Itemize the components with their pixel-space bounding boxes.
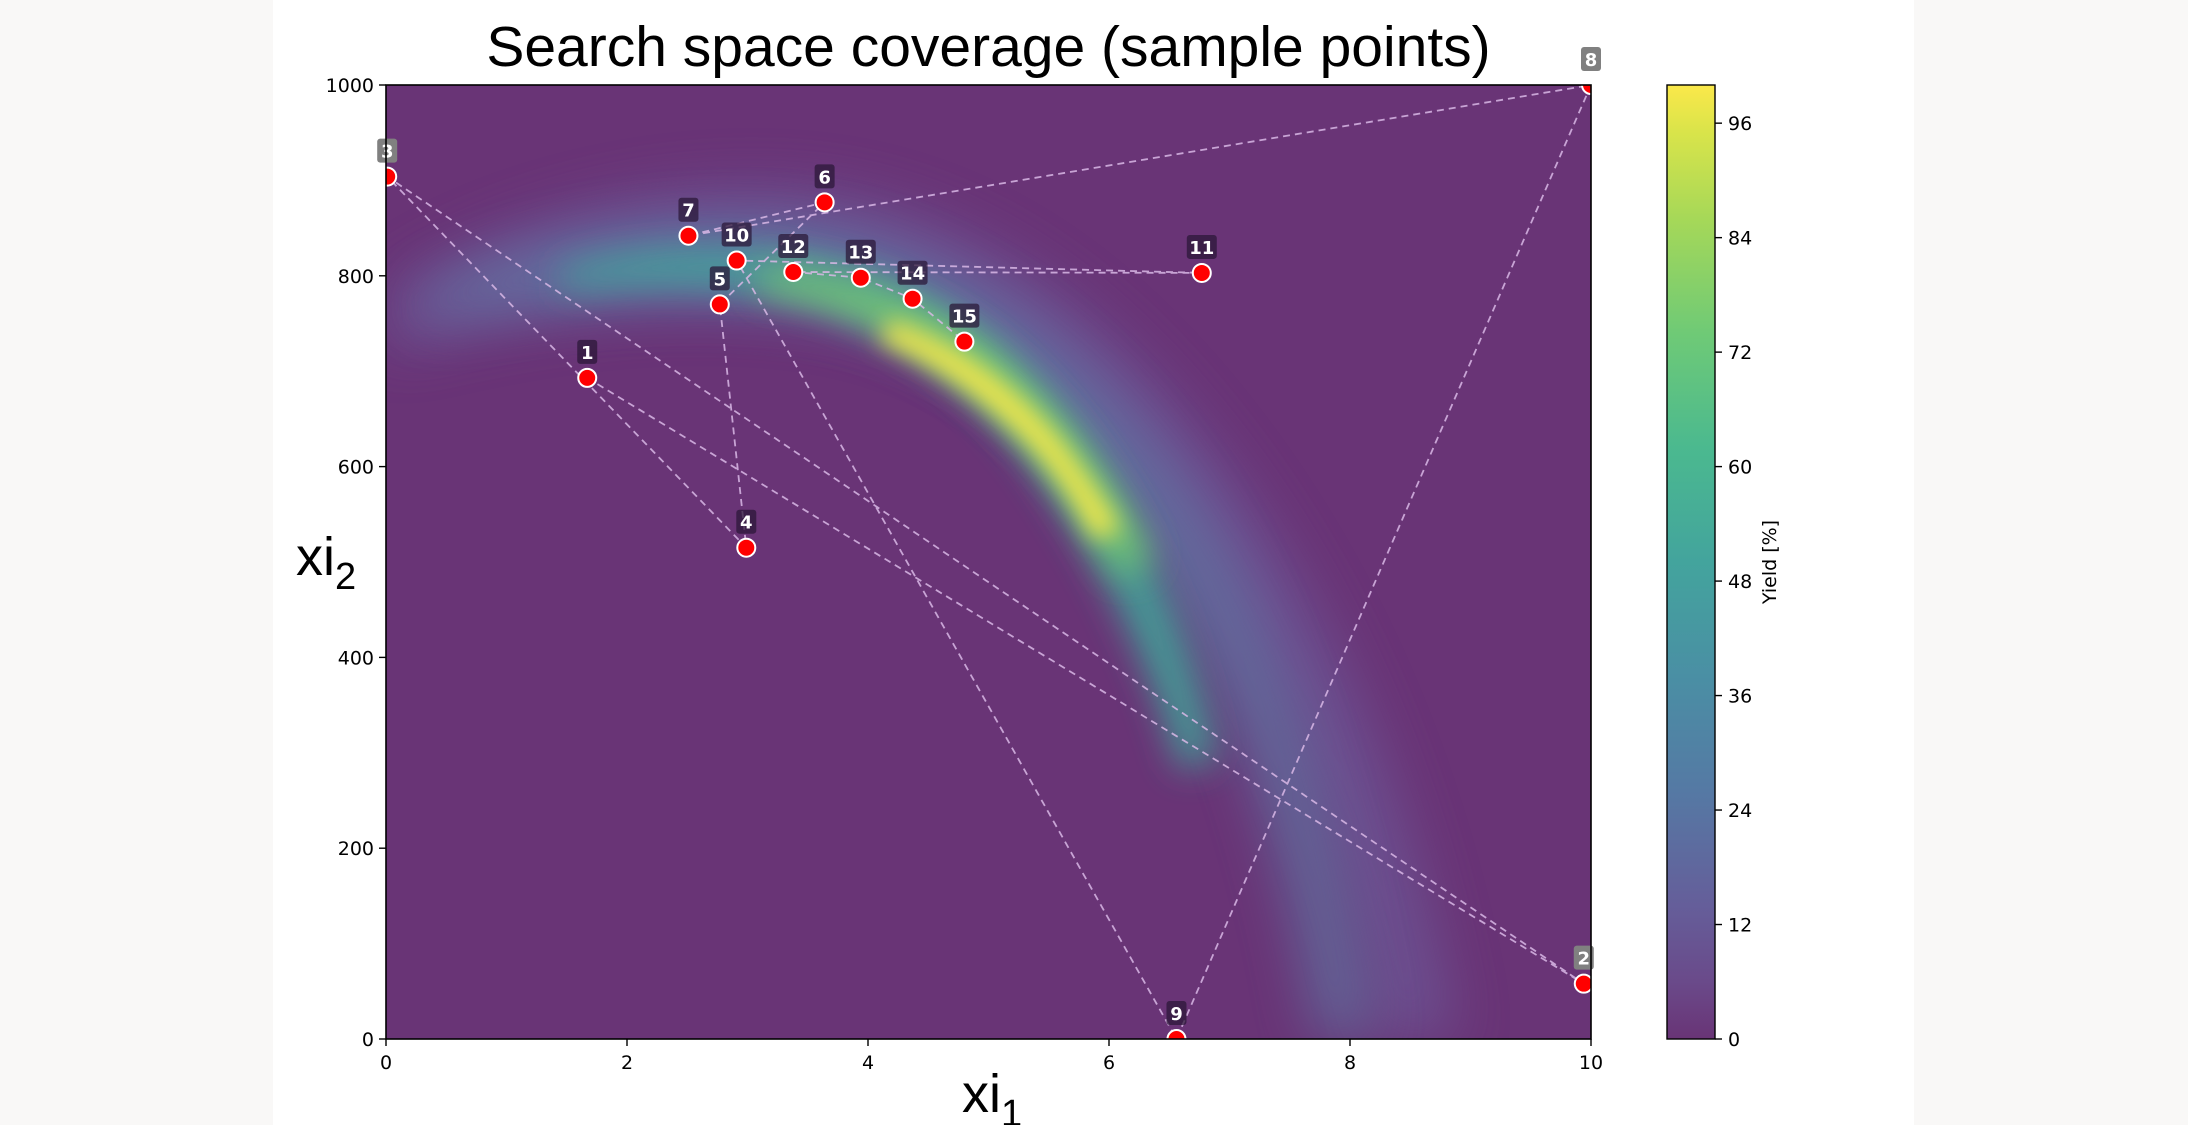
sample-point-marker[interactable] [378,166,398,187]
point-label-box [1581,47,1601,71]
point-label-box [845,239,876,264]
x-axis-ticks: 0 2 4 6 8 10 [380,1039,1603,1074]
y-axis-label: xi2 [296,527,356,598]
point-label-box [709,266,730,291]
point-label: 3 [381,142,394,163]
point-label-box [736,509,757,534]
point-label-box [678,197,699,222]
sample-point-marker[interactable] [814,192,835,213]
x-tick-label: 2 [621,1052,633,1074]
point-label-box [1573,945,1594,970]
point-label: 5 [714,269,727,290]
sample-point-marker[interactable] [678,225,699,246]
point-label: 6 [818,167,831,188]
sample-point-marker[interactable] [736,537,757,558]
point-label: 8 [1585,50,1598,71]
x-tick-label: 0 [380,1052,392,1074]
point-label: 14 [900,264,925,285]
point-label: 10 [724,226,749,247]
colorbar-gradient [1666,84,1716,1040]
x-axis-label: xi1 [962,1064,1022,1125]
colorbar-tick-label: 60 [1728,457,1752,479]
colorbar-tick-label: 96 [1728,113,1752,135]
point-label: 7 [682,201,695,222]
y-tick-label: 1000 [326,75,374,97]
point-label-box [1186,234,1217,259]
sample-point-marker[interactable] [954,331,975,352]
sample-point-marker[interactable] [783,261,804,282]
colorbar-ticks: 0 12 24 36 48 60 72 84 96 [1715,113,1752,1051]
y-tick-label: 200 [338,838,374,860]
point-label-box [897,260,928,285]
sample-point-marker[interactable] [577,367,598,388]
point-label-box [577,339,598,364]
x-tick-label: 10 [1579,1052,1603,1074]
colorbar-tick-label: 24 [1728,800,1752,822]
colorbar-tick-label: 84 [1728,228,1752,250]
plot-area [378,76,1600,1048]
sample-point-marker[interactable] [1191,262,1212,283]
point-label: 2 [1578,949,1591,970]
colorbar: 0 12 24 36 48 60 72 84 96 Yield [%] [1666,84,1781,1051]
point-label-box [949,303,980,328]
colorbar-tick-label: 72 [1728,342,1752,364]
sample-point-marker[interactable] [1573,973,1593,994]
point-label: 1 [581,343,594,364]
colorbar-tick-label: 48 [1728,571,1752,593]
colorbar-tick-label: 36 [1728,686,1752,708]
sample-point-marker[interactable] [850,267,871,288]
point-label: 9 [1170,1004,1183,1025]
point-label-box [778,233,809,258]
y-axis-ticks: 0 200 400 600 800 1000 [326,75,386,1051]
yield-contour-field [386,188,1455,1039]
sample-point-marker[interactable] [726,250,747,271]
y-tick-label: 600 [338,457,374,479]
y-tick-label: 400 [338,647,374,669]
point-label-box [377,138,398,163]
x-tick-label: 6 [1103,1052,1115,1074]
point-label: 12 [781,237,806,258]
x-tick-label: 4 [862,1052,874,1074]
y-tick-label: 800 [338,266,374,288]
point-label: 4 [740,513,753,534]
sample-point-marker[interactable] [902,288,923,309]
sample-point-marker[interactable] [1581,76,1600,95]
sample-point-marker[interactable] [1166,1029,1187,1048]
y-tick-label: 0 [362,1029,374,1051]
point-label: 15 [952,307,977,328]
point-label-box [1166,1001,1187,1025]
sample-points [378,76,1600,1048]
colorbar-label: Yield [%] [1759,520,1781,605]
colorbar-tick-label: 0 [1728,1029,1740,1051]
x-tick-label: 8 [1344,1052,1356,1074]
point-label-box [814,164,835,189]
colorbar-tick-label: 12 [1728,915,1752,937]
chart-title: Search space coverage (sample points) [486,15,1491,79]
point-label-box [721,222,752,247]
point-label: 11 [1189,238,1214,259]
axes-frame [385,84,1592,1040]
sample-point-marker[interactable] [709,294,730,315]
point-label: 13 [848,243,873,264]
